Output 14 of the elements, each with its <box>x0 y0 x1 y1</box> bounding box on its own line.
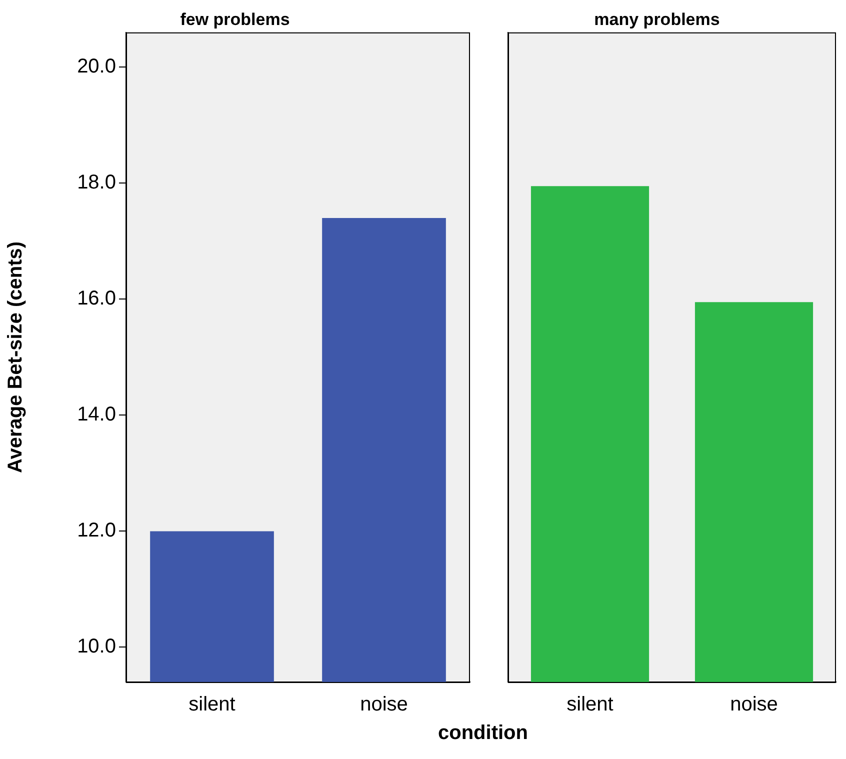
y-tick-label: 10.0 <box>77 636 116 658</box>
y-tick-label: 12.0 <box>77 520 116 542</box>
x-tick-label: noise <box>730 694 778 716</box>
y-tick-label: 16.0 <box>77 288 116 310</box>
x-axis-title: condition <box>437 722 529 745</box>
chart-title: many problems <box>594 10 720 29</box>
y-tick-label: 18.0 <box>77 172 116 194</box>
chart-title: few problems <box>180 10 290 29</box>
y-tick-label: 14.0 <box>77 404 116 426</box>
y-axis-title: Average Bet-size (cents) <box>4 241 27 473</box>
x-tick-label: noise <box>360 694 408 716</box>
y-tick-label: 20.0 <box>77 56 116 78</box>
x-tick-label: silent <box>188 694 236 716</box>
x-tick-label: silent <box>566 694 614 716</box>
